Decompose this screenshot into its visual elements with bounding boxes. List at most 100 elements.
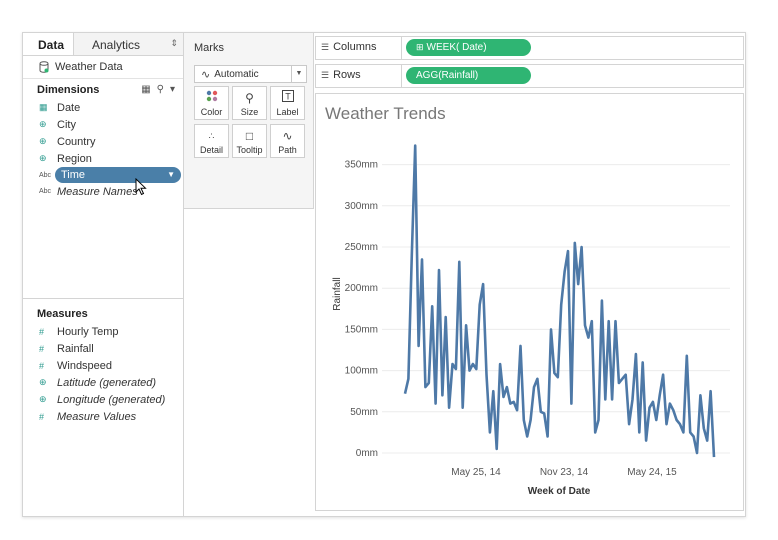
dimension-field-country[interactable]: ⊕ Country [23,133,183,150]
dimensions-header: Dimensions ▦ ⚲ ▾ [23,81,183,99]
shelf-divider [401,65,402,87]
measure-field-hourly-temp[interactable]: # Hourly Temp [23,323,183,340]
dimension-field-date[interactable]: ▦ Date [23,99,183,116]
x-tick-label: Nov 23, 14 [540,467,589,478]
tab-data[interactable]: Data [23,33,73,55]
measure-label: Measure Values [57,410,137,423]
datasource-name: Weather Data [55,61,123,73]
color-label: Color [200,107,223,117]
columns-pill-text: WEEK( Date) [426,42,487,53]
database-icon [39,61,49,73]
grid-view-icon[interactable]: ▦ [141,84,151,95]
rows-icon: ☰ [321,70,330,80]
measure-field-latitude[interactable]: ⊕ Latitude (generated) [23,374,183,391]
x-tick-label: May 24, 15 [627,467,677,478]
columns-label-text: Columns [333,41,377,53]
path-icon: ∿ [282,129,293,143]
size-button[interactable]: ⚲ Size [232,86,267,120]
tooltip-label: Tooltip [236,145,263,155]
dimension-label: Country [57,135,96,148]
detail-button[interactable]: ∴ Detail [194,124,229,158]
mouse-pointer-icon [135,178,147,196]
label-label: Label [276,107,299,117]
x-tick-label: May 25, 14 [451,467,501,478]
hash-icon: # [39,326,45,337]
y-axis-label: Rainfall [332,277,343,310]
mark-type-value: Automatic [214,68,259,80]
rows-label-text: Rows [333,69,361,81]
rows-pill-text: AGG(Rainfall) [416,70,479,81]
dimension-label: City [57,118,76,131]
measure-field-longitude[interactable]: ⊕ Longitude (generated) [23,391,183,408]
datasource-item[interactable]: Weather Data [23,56,183,79]
rainfall-series [403,144,716,458]
globe-icon: ⊕ [39,119,47,129]
dimensions-tools: ▦ ⚲ ▾ [141,84,175,95]
size-icon: ⚲ [245,91,254,105]
color-button[interactable]: Color [194,86,229,120]
search-icon[interactable]: ⚲ [156,84,164,95]
columns-shelf[interactable]: ☰ Columns ⊞ WEEK( Date) [315,36,744,60]
mark-type-select[interactable]: ∿ Automatic ▼ [194,65,307,83]
measures-section: Measures # Hourly Temp # Rainfall # Wind… [23,298,183,425]
y-tick-label: 50mm [350,407,378,418]
dimensions-title: Dimensions [37,84,100,96]
chevron-down-icon[interactable]: ▼ [291,66,306,82]
measure-label: Windspeed [57,359,113,372]
text-label-icon: T [271,90,304,106]
tooltip-button[interactable]: □ Tooltip [232,124,267,158]
chevron-down-icon[interactable]: ▼ [167,170,175,179]
y-tick-label: 200mm [345,283,378,294]
sheet-title: Weather Trends [325,104,446,123]
measure-field-windspeed[interactable]: # Windspeed [23,357,183,374]
tab-analytics-label: Analytics [92,38,141,52]
globe-icon: ⊕ [39,394,47,404]
dimension-row-time: Abc Time ▼ [23,167,183,183]
y-tick-label: 100mm [345,366,378,377]
dimension-field-city[interactable]: ⊕ City [23,116,183,133]
tooltip-icon: □ [245,129,254,143]
rows-pill[interactable]: AGG(Rainfall) [406,67,531,84]
detail-dots-icon: ∴ [208,131,215,141]
size-label: Size [240,107,259,117]
dimension-label: Region [57,152,92,165]
columns-icon: ☰ [321,42,330,52]
measure-field-rainfall[interactable]: # Rainfall [23,340,183,357]
up-down-arrows-icon[interactable]: ⇕ [170,38,178,48]
path-button[interactable]: ∿ Path [270,124,305,158]
line-chart: 0mm 50mm 100mm 150mm 200mm 250mm 300mm 350mm Ma… [332,144,730,497]
y-tick-label: 300mm [345,201,378,212]
measure-label: Hourly Temp [57,325,119,338]
hash-icon: # [39,360,45,371]
dimension-label: Time [61,169,86,181]
app-window: Data Analytics ⇕ Weather Data Dimensions… [22,32,746,517]
x-axis-ticks: May 25, 14 Nov 23, 14 May 24, 15 [451,467,677,478]
rows-shelf[interactable]: ☰ Rows AGG(Rainfall) [315,64,744,88]
tab-analytics[interactable]: Analytics ⇕ [73,33,183,55]
detail-label: Detail [199,145,223,155]
color-dots-icon [195,90,228,106]
shelf-divider [401,37,402,59]
measure-label: Longitude (generated) [57,393,166,406]
dimension-field-measure-names[interactable]: Abc Measure Names [23,183,183,200]
columns-pill[interactable]: ⊞ WEEK( Date) [406,39,531,56]
calendar-plus-icon: ⊞ [416,42,424,52]
abc-icon: Abc [39,188,52,195]
data-pane-tabs: Data Analytics ⇕ [23,33,183,56]
marks-card: Marks ∿ Automatic ▼ Color ⚲ Size T Label… [184,33,314,209]
measures-title: Measures [37,308,88,320]
dimension-label: Measure Names [57,185,138,198]
globe-icon: ⊕ [39,153,47,163]
chevron-down-icon[interactable]: ▾ [169,84,175,95]
dimension-field-time-selected[interactable]: Time ▼ [55,167,181,183]
hash-icon: # [39,411,45,422]
series-line[interactable] [403,144,716,458]
y-tick-label: 0mm [356,448,378,459]
dimension-field-region[interactable]: ⊕ Region [23,150,183,167]
abc-icon: Abc [39,172,52,179]
marks-title: Marks [194,42,224,54]
label-button[interactable]: T Label [270,86,305,120]
measure-field-measure-values[interactable]: # Measure Values [23,408,183,425]
globe-icon: ⊕ [39,136,47,146]
path-label: Path [278,145,297,155]
